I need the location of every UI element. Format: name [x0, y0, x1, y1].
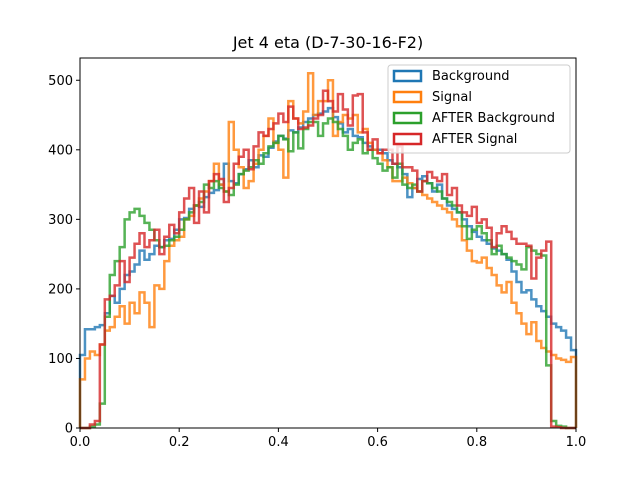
- legend-box: [387, 64, 571, 154]
- legend-label-background: Background: [432, 69, 510, 84]
- legend-entry-after-signal: AFTER Signal: [392, 132, 517, 147]
- legend: Background Signal AFTER Background AFTER…: [387, 64, 571, 154]
- x-tick-label: 1.0: [566, 435, 587, 450]
- y-axis: 0 100 200 300 400 500: [48, 74, 80, 437]
- legend-swatch-after-background: [392, 111, 423, 125]
- y-tick-label: 0: [65, 422, 73, 437]
- x-tick-label: 0.0: [70, 435, 91, 450]
- y-tick-label: 300: [48, 213, 73, 228]
- legend-entry-background: Background: [392, 69, 510, 84]
- legend-swatch-signal: [392, 90, 423, 104]
- x-tick-label: 0.8: [466, 435, 487, 450]
- y-tick-label: 500: [48, 74, 73, 89]
- plot-area-frame: [79, 57, 577, 429]
- y-tick-label: 100: [48, 352, 73, 367]
- y-tick-label: 200: [48, 282, 73, 297]
- legend-label-after-background: AFTER Background: [432, 111, 555, 126]
- legend-label-signal: Signal: [432, 90, 472, 105]
- series-after-signal-histogram: [80, 89, 576, 430]
- x-tick-label: 0.2: [169, 435, 190, 450]
- series-layer: [78, 72, 578, 430]
- chart-title: Jet 4 eta (D-7-30-16-F2): [232, 33, 423, 52]
- legend-entry-after-background: AFTER Background: [392, 111, 555, 126]
- legend-label-after-signal: AFTER Signal: [432, 132, 517, 147]
- x-tick-label: 0.4: [268, 435, 289, 450]
- legend-swatch-after-signal: [392, 132, 423, 146]
- x-tick-label: 0.6: [367, 435, 388, 450]
- x-axis: 0.0 0.2 0.4 0.6 0.8 1.0: [70, 428, 587, 450]
- y-tick-label: 400: [48, 143, 73, 158]
- legend-swatch-background: [392, 69, 423, 83]
- legend-entry-signal: Signal: [392, 90, 472, 105]
